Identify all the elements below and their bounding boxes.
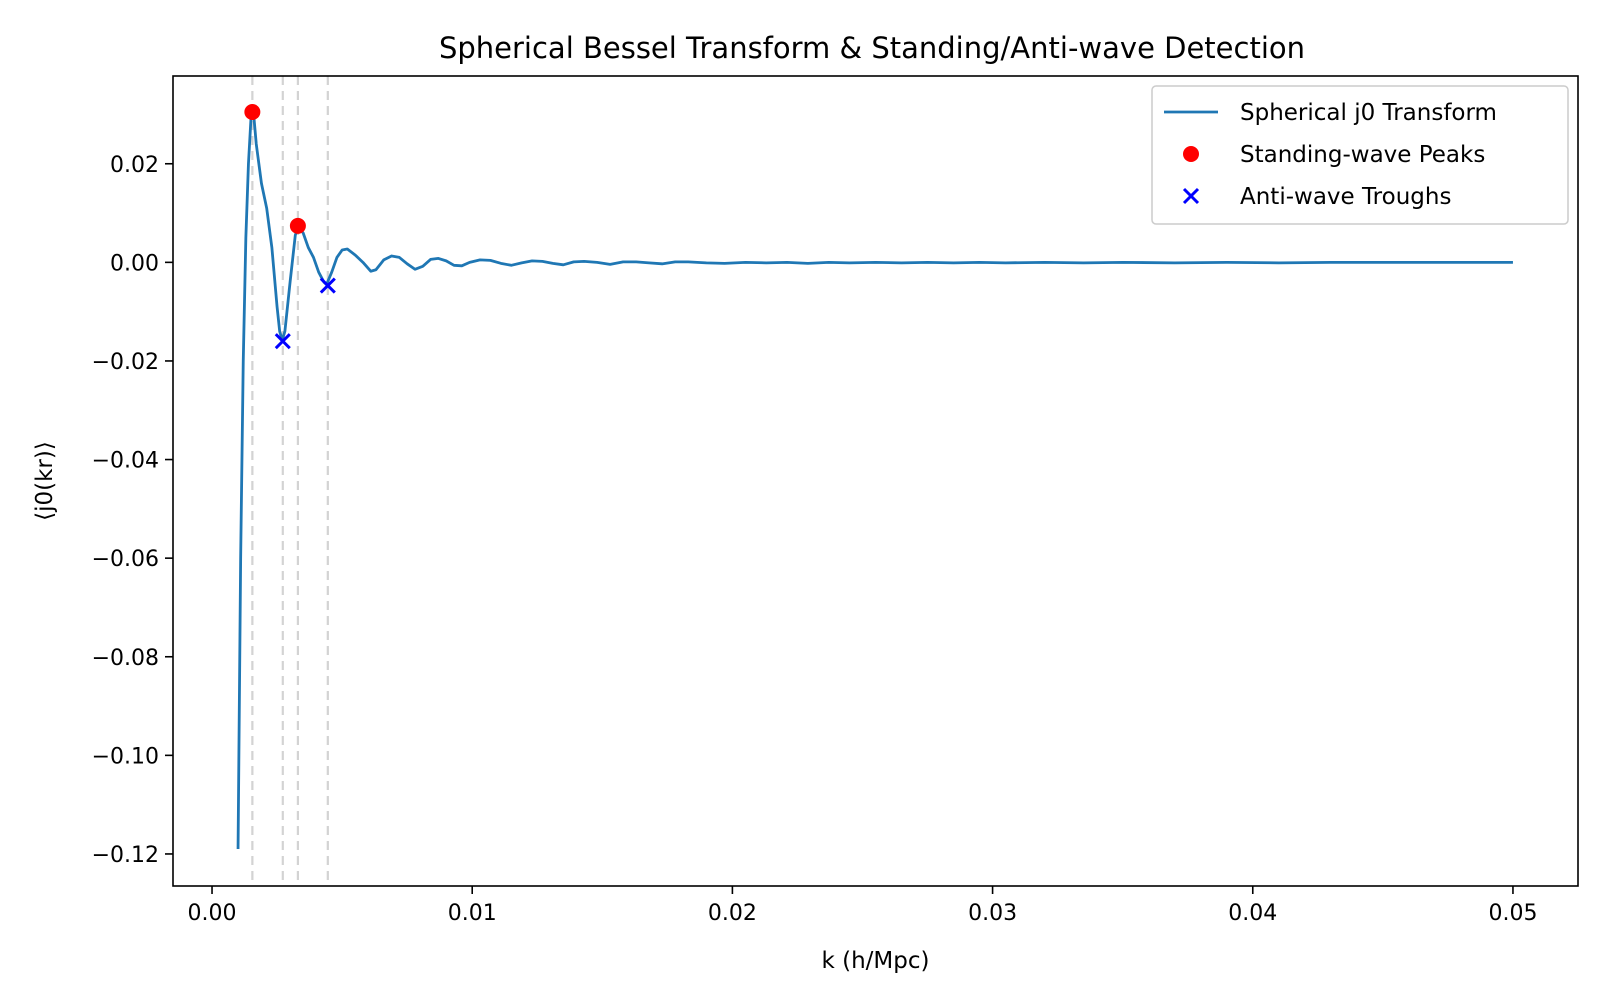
y-tick-label: 0.00 (110, 251, 159, 276)
x-tick-label: 0.02 (708, 901, 757, 926)
plot-frame (172, 75, 1579, 887)
legend-label: Anti-wave Troughs (1240, 184, 1451, 210)
x-axis-title: k (h/Mpc) (822, 948, 930, 974)
anti-wave-trough-marker (274, 333, 291, 350)
legend-label: Standing-wave Peaks (1240, 142, 1485, 168)
anti-wave-trough-marker (319, 277, 336, 294)
series-spherical-j0 (236, 113, 1513, 850)
markers (244, 103, 336, 350)
y-tick-label: −0.10 (92, 744, 159, 769)
x-tick-label: 0.00 (188, 901, 237, 926)
x-axis: 0.00 0.01 0.02 0.03 0.04 0.05 (188, 886, 1537, 926)
x-tick-label: 0.04 (1228, 901, 1277, 926)
standing-wave-peak-marker (244, 103, 261, 120)
x-tick-label: 0.05 (1488, 901, 1537, 926)
chart-title: Spherical Bessel Transform & Standing/An… (439, 31, 1305, 65)
series-line-spherical-j0 (236, 113, 1513, 850)
y-tick-label: −0.06 (92, 547, 159, 572)
legend-label: Spherical j0 Transform (1240, 100, 1497, 126)
standing-wave-peak-marker (289, 217, 306, 234)
y-axis-title: ⟨j0(kr)⟩ (32, 441, 58, 521)
legend-x-stroke (1182, 187, 1200, 205)
y-tick-label: −0.12 (92, 843, 159, 868)
y-tick-label: 0.02 (110, 153, 159, 178)
legend: Spherical j0 Transform Standing-wave Peak… (1151, 85, 1569, 225)
trough-marker-stroke (274, 333, 291, 350)
vertical-reference-lines (251, 76, 329, 886)
x-tick-label: 0.01 (448, 901, 497, 926)
y-tick-label: −0.08 (92, 646, 159, 671)
trough-marker-stroke (319, 277, 336, 294)
legend-circle-swatch (1183, 146, 1199, 162)
x-tick-label: 0.03 (968, 901, 1017, 926)
y-tick-label: −0.04 (92, 449, 159, 474)
legend-x-swatch (1182, 187, 1200, 205)
y-tick-label: −0.02 (92, 350, 159, 375)
legend-box (1151, 85, 1569, 225)
y-axis: −0.12 −0.10 −0.08 −0.06 −0.04 −0.02 0.00 0.02 (92, 153, 173, 868)
